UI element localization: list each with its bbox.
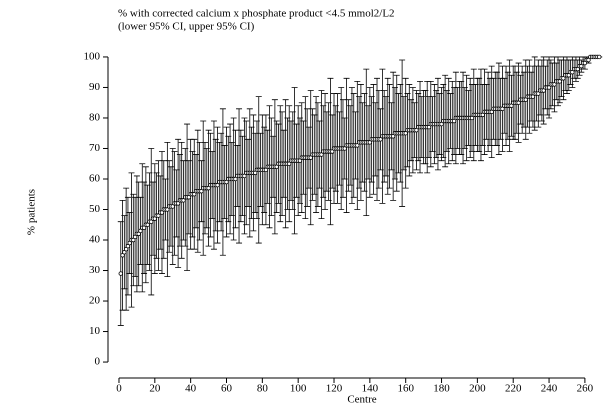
chart-title: % with corrected calcium x phosphate pro… xyxy=(118,8,395,20)
x-tick-label: 0 xyxy=(116,383,122,395)
y-tick-label: 50 xyxy=(89,203,101,215)
point xyxy=(118,271,123,276)
x-tick-label: 240 xyxy=(541,383,558,395)
y-tick-label: 40 xyxy=(89,234,101,246)
x-axis-label: Centre xyxy=(347,394,376,406)
y-tick-label: 10 xyxy=(89,325,101,337)
x-tick-label: 120 xyxy=(326,383,343,395)
x-tick-label: 160 xyxy=(397,383,414,395)
x-tick-label: 220 xyxy=(505,383,522,395)
x-tick-label: 80 xyxy=(257,383,269,395)
y-axis-label: % patients xyxy=(26,189,38,235)
point xyxy=(597,54,602,60)
x-tick-label: 100 xyxy=(290,383,307,395)
x-tick-label: 20 xyxy=(149,383,161,395)
y-tick-label: 90 xyxy=(89,81,101,93)
y-tick-label: 30 xyxy=(89,264,101,276)
y-tick-label: 20 xyxy=(89,295,101,307)
x-tick-label: 60 xyxy=(221,383,233,395)
y-tick-label: 70 xyxy=(89,142,101,154)
x-tick-label: 40 xyxy=(185,383,197,395)
chart-subtitle: (lower 95% CI, upper 95% CI) xyxy=(118,21,255,33)
y-tick-label: 80 xyxy=(89,112,101,124)
x-tick-label: 260 xyxy=(577,383,594,395)
y-tick-label: 100 xyxy=(84,50,101,62)
x-tick-label: 140 xyxy=(362,383,379,395)
x-tick-label: 180 xyxy=(433,383,450,395)
y-tick-label: 60 xyxy=(89,173,101,185)
y-tick-label: 0 xyxy=(95,356,101,368)
x-tick-label: 200 xyxy=(469,383,486,395)
